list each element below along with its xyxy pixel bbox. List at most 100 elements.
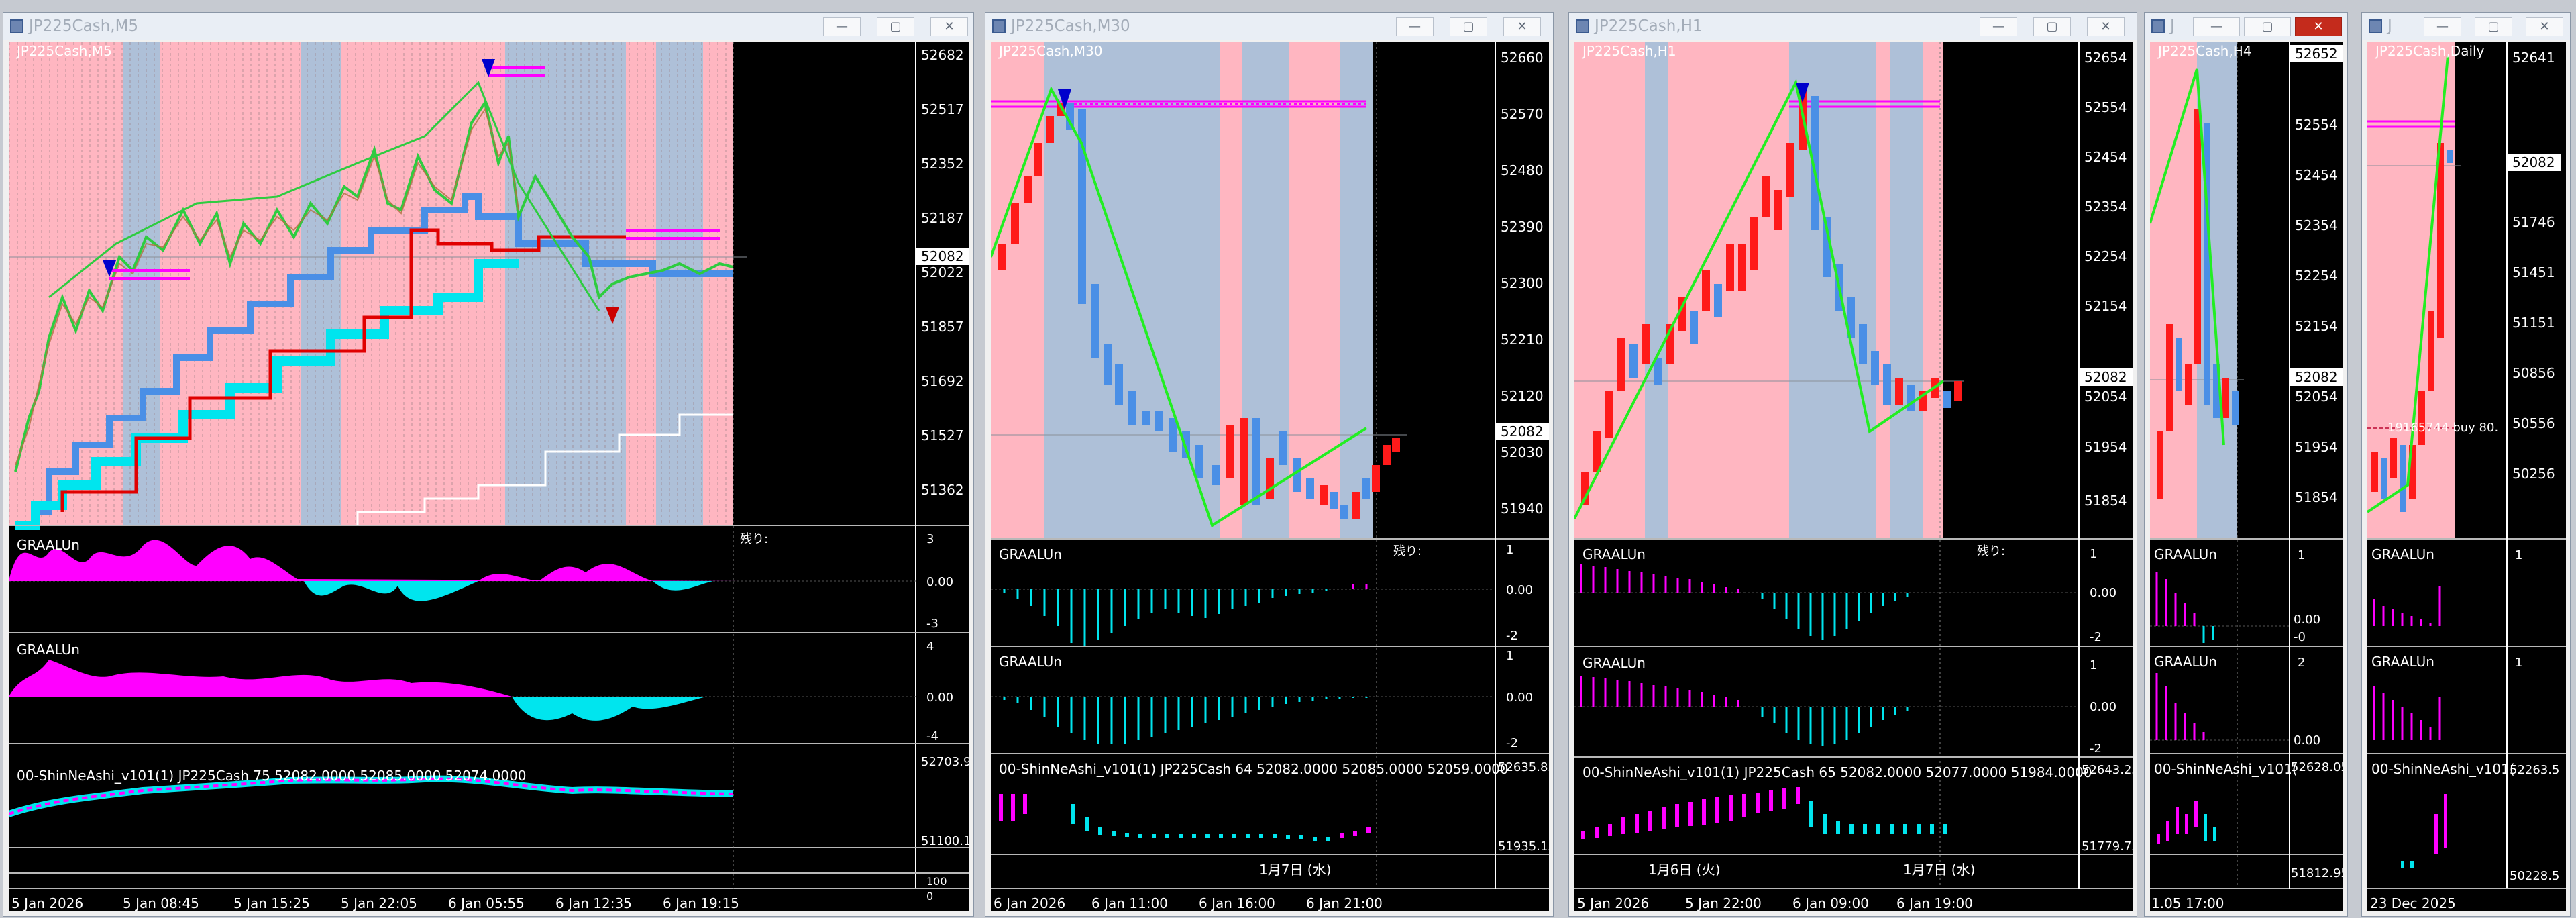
time-label: 6 Jan 05:55 [448, 895, 525, 911]
chart-window-icon [992, 19, 1006, 33]
minimize-button[interactable]: — [823, 17, 861, 36]
title-bar[interactable]: JP225Cash,M5 — ▢ ✕ [3, 13, 973, 40]
price-tick: 51692 [921, 373, 964, 389]
time-label: 6 Jan 16:00 [1199, 895, 1275, 911]
time-label: 5 Jan 2026 [11, 895, 83, 911]
price-tick: 51451 [2512, 264, 2555, 280]
remaining-label: 残り: [740, 532, 768, 546]
chart-area[interactable]: JP225Cash,Daily 19165744 buy 80. GRAALUn… [2367, 42, 2566, 911]
price-tick: 52187 [921, 210, 964, 226]
time-label: 5 Jan 22:05 [341, 895, 417, 911]
chart-symbol-label: JP225Cash,M5 [15, 43, 112, 59]
date-marker: 1月7日 (水) [1903, 862, 1975, 878]
ind2-tick: 1 [1506, 649, 1513, 663]
time-label: 6 Jan 11:00 [1091, 895, 1168, 911]
ind2-tick: -4 [926, 729, 938, 744]
ind3-tick: 52263.5 [2510, 763, 2559, 777]
minimize-button[interactable]: — [2193, 17, 2240, 36]
chart-window-m5[interactable]: JP225Cash,M5 — ▢ ✕ [3, 12, 974, 917]
current-price: 52082 [2512, 154, 2555, 170]
price-tick: 52517 [921, 101, 964, 117]
price-tick: 52254 [2295, 268, 2338, 284]
time-label: 5 Jan 15:25 [233, 895, 310, 911]
price-tick: 52210 [1501, 332, 1544, 348]
price-tick: 52641 [2512, 50, 2555, 66]
title-bar[interactable]: JP225Cash,H1 — ▢ ✕ [1569, 13, 2137, 40]
time-label: 6 Jan 21:00 [1306, 895, 1383, 911]
chart-symbol-label: JP225Cash,M30 [998, 43, 1103, 59]
maximize-button[interactable]: ▢ [2244, 17, 2291, 36]
title-bar[interactable]: J — ▢ ✕ [2362, 13, 2570, 40]
minimize-button[interactable]: — [1980, 17, 2017, 36]
minimize-button[interactable]: — [2424, 17, 2461, 36]
price-tick: 51954 [2084, 439, 2127, 455]
ind3-tick: 52635.85 [1498, 760, 1549, 774]
close-button[interactable]: ✕ [2526, 17, 2563, 36]
time-label: 6 Jan 19:00 [1896, 895, 1973, 911]
ind2-tick: 0.00 [2294, 733, 2320, 748]
current-price-marker [916, 248, 969, 265]
close-button[interactable]: ✕ [930, 17, 968, 36]
price-tick: 52300 [1501, 275, 1544, 291]
maximize-button[interactable]: ▢ [877, 17, 914, 36]
remaining-label: 残り: [1393, 544, 1421, 558]
indicator-1-name: GRAALUn [999, 546, 1062, 562]
indicator-3-name: 00-ShinNeAshi_v101( [2371, 761, 2515, 777]
price-tick: 52660 [1501, 50, 1544, 66]
time-label: 1.05 17:00 [2151, 895, 2224, 911]
chart-window-h4[interactable]: J — ▢ ✕ [2144, 12, 2348, 917]
chart-window-m30[interactable]: JP225Cash,M30 — ▢ ✕ [985, 12, 1554, 917]
current-price: 52082 [1501, 423, 1544, 440]
chart-area[interactable]: JP225Cash,H1 GRAALUn GRAALUn 00-ShinNeAs… [1574, 42, 2133, 911]
price-tick: 51746 [2512, 214, 2555, 230]
price-tick: 52254 [2084, 248, 2127, 264]
chart-symbol-label: JP225Cash,H4 [2157, 43, 2252, 59]
chart-window-h1[interactable]: JP225Cash,H1 — ▢ ✕ [1568, 12, 2137, 917]
indicator-3-name: 00-ShinNeAshi_v101(1) JP225Cash 65 52082… [1582, 764, 2092, 780]
maximize-button[interactable]: ▢ [2475, 17, 2512, 36]
maximize-button[interactable]: ▢ [1450, 17, 1487, 36]
close-button[interactable]: ✕ [2295, 17, 2342, 36]
chart-area[interactable]: JP225Cash,H4 GRAALUn GRAALUn 00-ShinNeAs… [2150, 42, 2343, 911]
chart-window-icon [2151, 19, 2165, 33]
ind3-tick: 50228.5 [2510, 869, 2559, 883]
price-tick: 52120 [1501, 388, 1544, 404]
indicator-2-name: GRAALUn [999, 654, 1062, 670]
ind3-tick: 52628.05 [2291, 760, 2343, 774]
minimize-button[interactable]: — [1396, 17, 1434, 36]
price-tick: 51940 [1501, 501, 1544, 517]
ind1-tick: 0.00 [2090, 586, 2116, 600]
ind3-tick: 51935.15 [1498, 839, 1549, 854]
time-label: 6 Jan 12:35 [555, 895, 632, 911]
chart-area[interactable]: JP225Cash,M5 GRAALUn GRAALUn 00-ShinNeAs… [9, 42, 969, 911]
title-bar[interactable]: JP225Cash,M30 — ▢ ✕ [985, 13, 1553, 40]
current-price-marker [2507, 154, 2561, 171]
extra-tick: 100 [926, 875, 947, 888]
maximize-button[interactable]: ▢ [2033, 17, 2071, 36]
price-tick: 52030 [1501, 444, 1544, 460]
ind1-tick: 1 [2090, 547, 2097, 561]
ind2-tick: 0.00 [1506, 691, 1533, 705]
order-label: 19165744 buy 80. [2387, 421, 2498, 435]
indicator-3-name: 00-ShinNeAshi_v101(1) JP225Cash 75 52082… [17, 768, 527, 784]
ind1-tick: -3 [926, 617, 938, 631]
price-tick: 52154 [2084, 298, 2127, 314]
price-tick: 50556 [2512, 415, 2555, 431]
price-tick: 52454 [2084, 149, 2127, 165]
close-button[interactable]: ✕ [2087, 17, 2125, 36]
ind1-tick: 1 [2515, 548, 2522, 562]
title-bar[interactable]: J — ▢ ✕ [2145, 13, 2347, 40]
chart-window-daily[interactable]: J — ▢ ✕ [2361, 12, 2571, 917]
chart-area[interactable]: JP225Cash,M30 GRAALUn GRAALUn 00-ShinNeA… [991, 42, 1549, 911]
indicator-1-name: GRAALUn [2371, 546, 2434, 562]
window-title: J [2170, 17, 2175, 35]
price-tick: 52554 [2084, 99, 2127, 115]
chart-window-icon [2369, 19, 2382, 33]
chart-window-icon [1576, 19, 1589, 33]
window-title: JP225Cash,M30 [1011, 17, 1130, 35]
close-button[interactable]: ✕ [1503, 17, 1541, 36]
price-tick: 52554 [2295, 117, 2338, 133]
time-label: 5 Jan 08:45 [123, 895, 199, 911]
price-high-marker [2290, 45, 2343, 62]
price-tick: 52390 [1501, 219, 1544, 235]
